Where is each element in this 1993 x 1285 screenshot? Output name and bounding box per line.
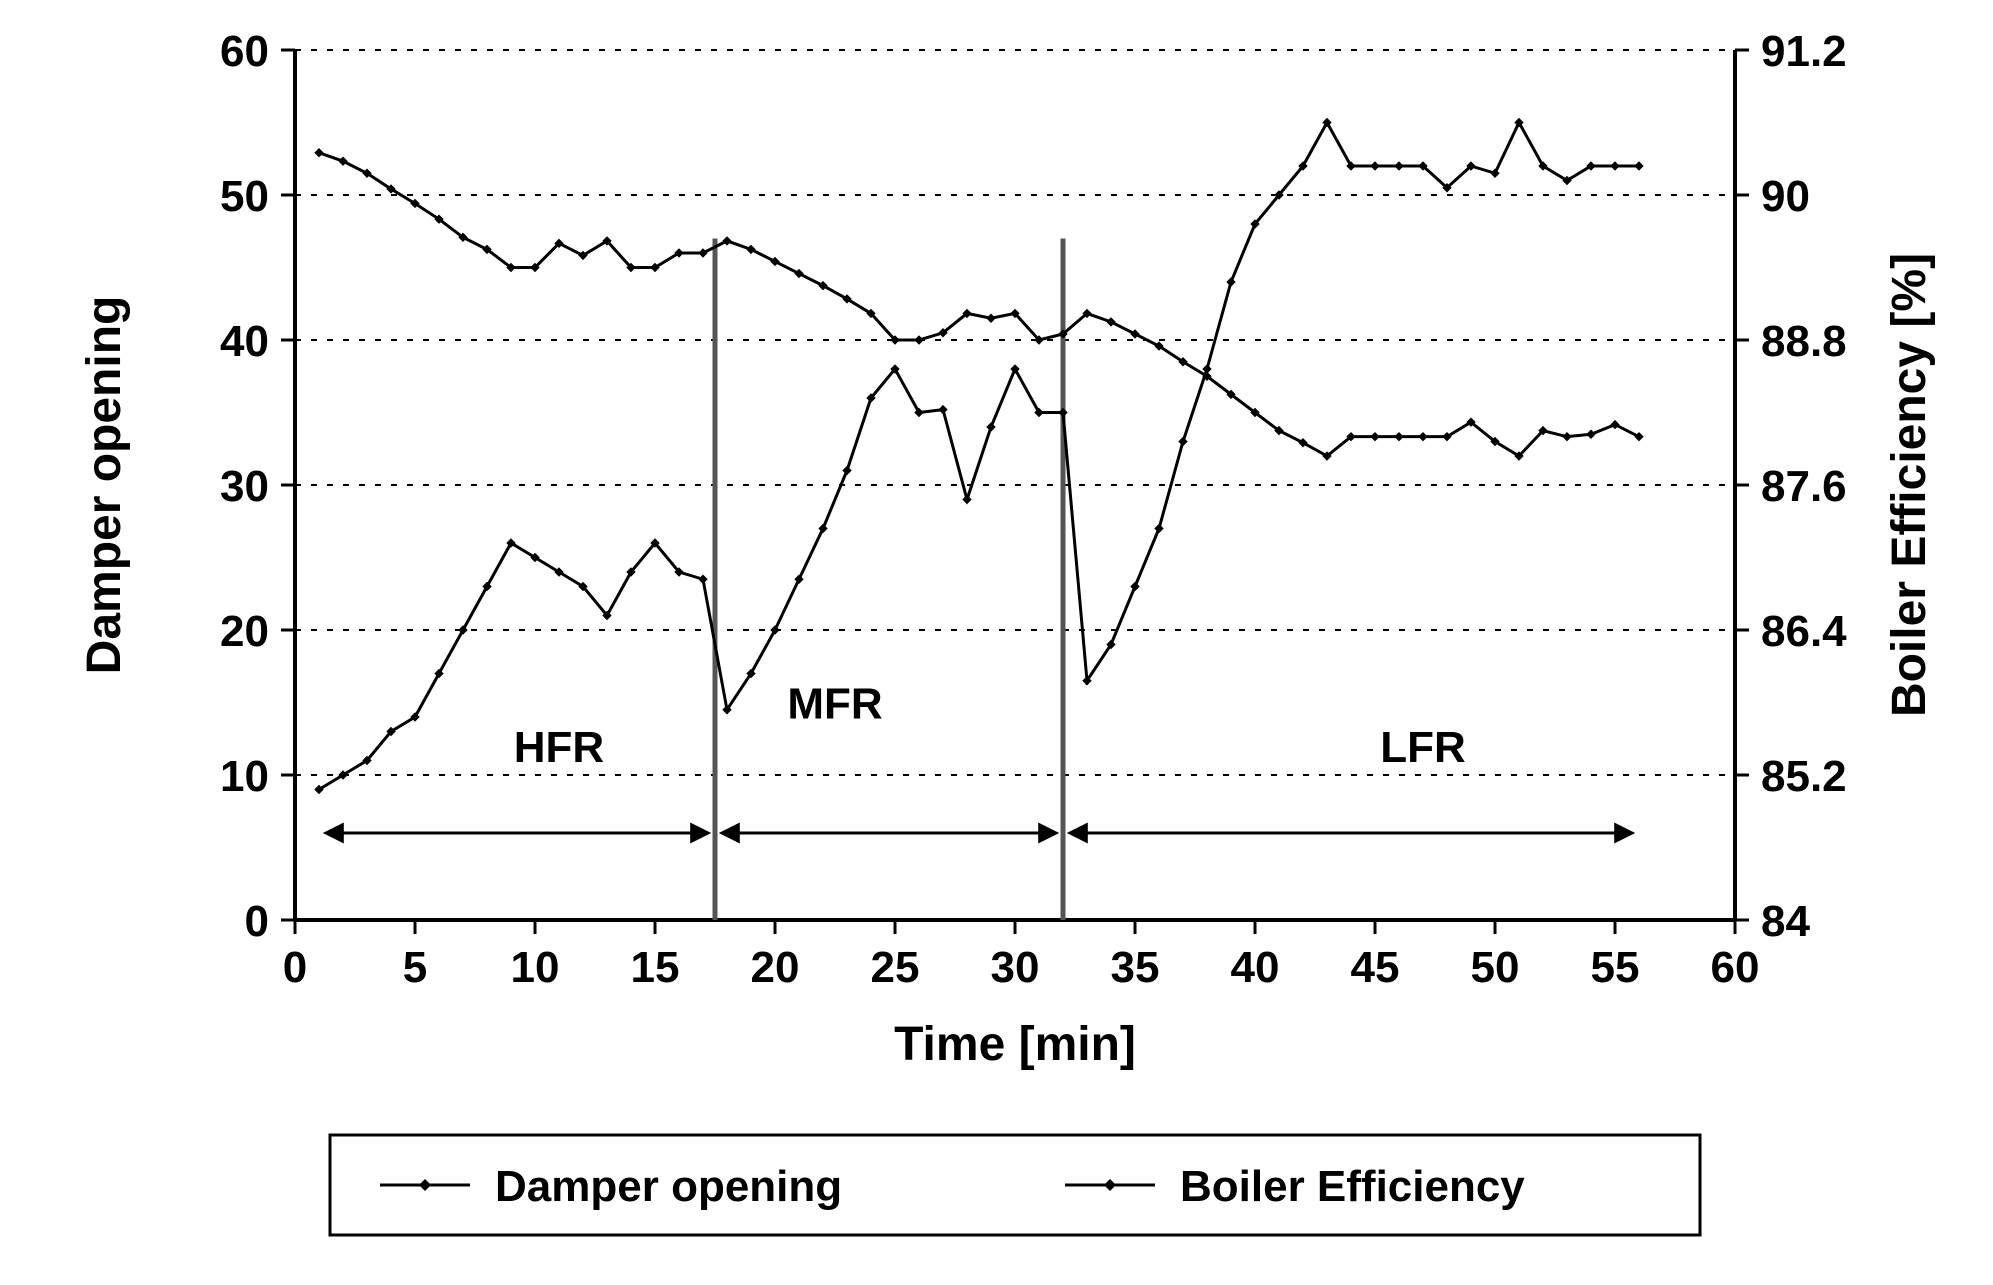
dual-axis-chart: 0 5 10 15 20 25 30 35 40 45 50 55 60 Time [min] 0 10 20 3… (40, 20, 1953, 1265)
legend-item-label: Boiler Efficiency (1180, 1162, 1525, 1211)
svg-text:10: 10 (220, 752, 269, 801)
svg-text:35: 35 (1111, 943, 1160, 992)
svg-text:25: 25 (871, 943, 920, 992)
svg-text:90: 90 (1761, 172, 1810, 221)
svg-text:40: 40 (220, 317, 269, 366)
svg-text:10: 10 (511, 943, 560, 992)
region-label: HFR (514, 723, 604, 772)
svg-text:88.8: 88.8 (1761, 317, 1847, 366)
y-left-axis-label: Damper opening (78, 296, 131, 675)
x-axis-label: Time [min] (894, 1018, 1136, 1071)
svg-text:20: 20 (220, 607, 269, 656)
svg-text:20: 20 (751, 943, 800, 992)
svg-text:86.4: 86.4 (1761, 607, 1847, 656)
svg-text:30: 30 (220, 462, 269, 511)
svg-text:60: 60 (220, 27, 269, 76)
chart-container: 0 5 10 15 20 25 30 35 40 45 50 55 60 Time [min] 0 10 20 3… (40, 20, 1953, 1265)
region-label: LFR (1380, 723, 1466, 772)
svg-text:60: 60 (1711, 943, 1760, 992)
svg-text:0: 0 (283, 943, 307, 992)
svg-text:91.2: 91.2 (1761, 27, 1847, 76)
y-right-axis-label: Boiler Efficiency [%] (1883, 253, 1936, 717)
svg-text:0: 0 (245, 897, 269, 946)
legend-item-label: Damper opening (495, 1162, 842, 1211)
svg-text:87.6: 87.6 (1761, 462, 1847, 511)
svg-text:45: 45 (1351, 943, 1400, 992)
svg-text:50: 50 (220, 172, 269, 221)
svg-text:40: 40 (1231, 943, 1280, 992)
svg-text:5: 5 (403, 943, 427, 992)
svg-text:15: 15 (631, 943, 680, 992)
svg-text:85.2: 85.2 (1761, 752, 1847, 801)
region-label: MFR (787, 680, 882, 729)
svg-text:84: 84 (1761, 897, 1810, 946)
svg-text:55: 55 (1591, 943, 1640, 992)
svg-text:50: 50 (1471, 943, 1520, 992)
svg-text:30: 30 (991, 943, 1040, 992)
